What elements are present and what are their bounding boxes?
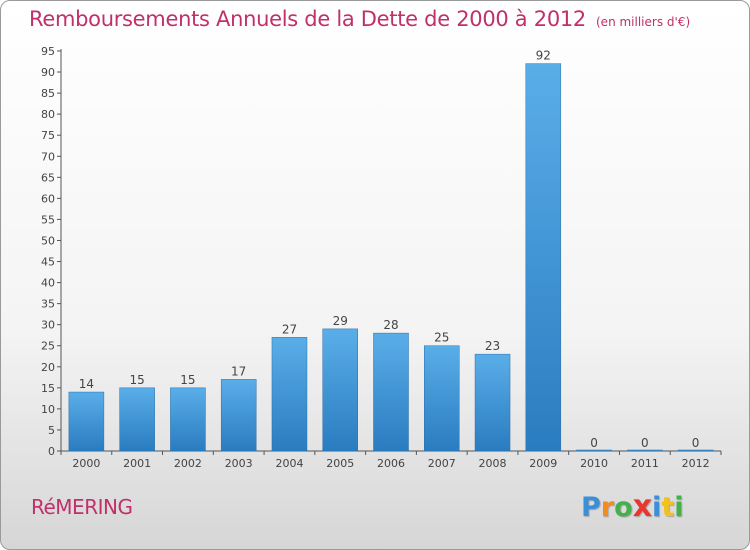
bar-value-label: 23 — [485, 339, 500, 353]
bar-value-label: 15 — [130, 373, 145, 387]
logo-letter: x — [632, 489, 653, 524]
bar-value-label: 17 — [231, 364, 246, 378]
x-tick-label: 2012 — [682, 457, 710, 470]
y-tick-label: 45 — [41, 256, 55, 269]
chart-title: Remboursements Annuels de la Dette de 20… — [29, 7, 586, 31]
bars: 14 15 15 17 27 29 28 25 23 92 0 0 0 — [68, 49, 714, 452]
x-tick-label: 2008 — [479, 457, 507, 470]
logo-letter: i — [674, 492, 684, 523]
bar-2008 — [474, 353, 511, 452]
logo-letter: i — [652, 492, 662, 523]
bar-value-label: 92 — [536, 49, 551, 63]
y-tick-label: 40 — [41, 277, 55, 290]
y-tick-label: 5 — [48, 424, 55, 437]
y-tick-label: 25 — [41, 340, 55, 353]
chart-unit: (en milliers d'€) — [596, 15, 691, 29]
y-tick-label: 20 — [41, 361, 55, 374]
bar-value-label: 14 — [79, 377, 94, 391]
bar-2012 — [677, 449, 714, 452]
y-tick-label: 35 — [41, 298, 55, 311]
bar-value-label: 0 — [692, 436, 700, 450]
x-tick-label: 2004 — [275, 457, 303, 470]
commune-name: RéMERING — [31, 495, 133, 519]
bar-2010 — [576, 449, 612, 452]
title-row: Remboursements Annuels de la Dette de 20… — [29, 7, 690, 37]
x-tick-label: 2000 — [72, 457, 100, 470]
bar-2003 — [220, 379, 257, 452]
x-tick-label: 2003 — [225, 457, 253, 470]
bar-2011 — [627, 449, 663, 452]
bar-value-label: 0 — [590, 436, 598, 450]
y-tick-label: 0 — [48, 445, 55, 458]
y-tick-label: 55 — [41, 213, 55, 226]
x-tick-label: 2005 — [326, 457, 354, 470]
y-tick-label: 95 — [41, 45, 55, 58]
bar-2004 — [271, 337, 308, 452]
y-axis: 0 5 10 15 20 25 30 35 40 45 50 55 60 65 70 75 80 85 90 95 — [41, 45, 62, 458]
x-tick-label: 2006 — [377, 457, 405, 470]
bar-2001 — [119, 387, 155, 452]
y-tick-label: 75 — [41, 129, 55, 142]
y-tick-label: 30 — [41, 319, 55, 332]
bar-value-label: 27 — [282, 322, 297, 336]
x-tick-label: 2009 — [529, 457, 557, 470]
bar-value-label: 15 — [180, 373, 195, 387]
x-tick-label: 2010 — [580, 457, 608, 470]
y-tick-label: 60 — [41, 192, 55, 205]
logo-letter: o — [614, 492, 633, 523]
y-tick-label: 15 — [41, 382, 55, 395]
logo-letter: t — [661, 492, 675, 523]
x-tick-label: 2001 — [123, 457, 151, 470]
bar-2000 — [68, 391, 105, 452]
x-tick-label: 2007 — [428, 457, 456, 470]
bar-2002 — [170, 387, 206, 452]
y-tick-label: 10 — [41, 403, 55, 416]
bar-2006 — [373, 332, 409, 452]
y-tick-label: 65 — [41, 171, 55, 184]
y-tick-label: 50 — [41, 234, 55, 247]
bar-value-label: 25 — [434, 331, 449, 345]
x-tick-label: 2002 — [174, 457, 202, 470]
bar-value-label: 29 — [333, 314, 348, 328]
logo-letter: r — [600, 492, 615, 523]
bar-2009 — [525, 63, 562, 452]
y-tick-label: 70 — [41, 150, 55, 163]
logo-letter: P — [581, 492, 601, 523]
x-tick-label: 2011 — [631, 457, 659, 470]
y-tick-label: 90 — [41, 66, 55, 79]
y-tick-label: 85 — [41, 87, 55, 100]
bar-value-label: 28 — [383, 318, 398, 332]
bar-2007 — [424, 345, 460, 452]
bar-value-label: 0 — [641, 436, 649, 450]
y-tick-label: 80 — [41, 108, 55, 121]
bar-2005 — [322, 328, 358, 452]
proxiti-logo: Proxiti — [581, 489, 684, 524]
x-axis: 2000 2001 2002 2003 2004 2005 2006 2007 2008 2009… — [60, 450, 722, 470]
